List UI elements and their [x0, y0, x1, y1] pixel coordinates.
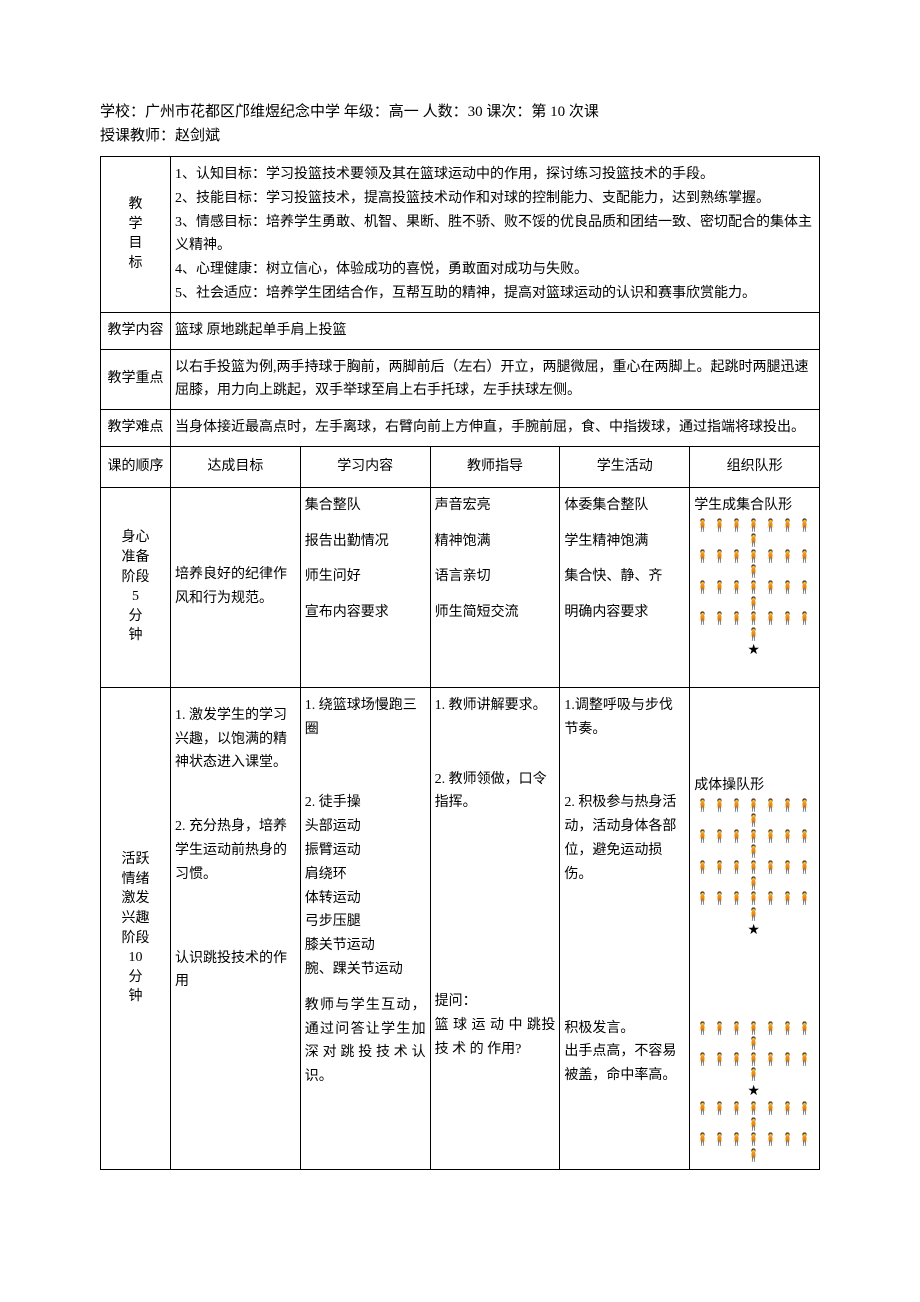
goals-row: 教学目标 1、认知目标：学习投篮技术要领及其在篮球运动中的作用，探讨练习投篮技术… — [101, 157, 820, 313]
goals-label-cell: 教学目标 — [101, 157, 171, 313]
focus-value-cell: 以右手投篮为例,两手持球于胸前，两脚前后（左右）开立，两腿微屈，重心在两脚上。起… — [171, 349, 820, 410]
lesson-plan-table: 教学目标 1、认知目标：学习投篮技术要领及其在篮球运动中的作用，探讨练习投篮技术… — [100, 156, 820, 1170]
phase1-goal-cell: 培养良好的纪律作风和行为规范。 — [171, 487, 301, 687]
teacher-name: 赵剑斌 — [175, 128, 220, 144]
study-content-header: 学习内容 — [300, 446, 430, 487]
goals-content-cell: 1、认知目标：学习投篮技术要领及其在篮球运动中的作用，探讨练习投篮技术的手段。 … — [171, 157, 820, 313]
grade-value: 高一 — [389, 104, 419, 120]
content-label-cell: 教学内容 — [101, 312, 171, 349]
phase2-formation-cell: 成体操队形 🧍🧍🧍🧍🧍🧍🧍🧍 🧍🧍🧍🧍🧍🧍🧍🧍 🧍🧍🧍🧍🧍🧍🧍🧍 🧍🧍🧍🧍🧍🧍🧍… — [690, 687, 820, 1170]
goal-3: 3、情感目标：培养学生勇敢、机智、果断、胜不骄、败不馁的优良品质和团结一致、密切… — [175, 211, 815, 259]
focus-row: 教学重点 以右手投篮为例,两手持球于胸前，两脚前后（左右）开立，两腿微屈，重心在… — [101, 349, 820, 410]
goal-4: 4、心理健康：树立信心，体验成功的喜悦，勇敢面对成功与失败。 — [175, 258, 815, 282]
phase1-teacher-cell: 声音宏亮 精神饱满 语言亲切 师生简短交流 — [430, 487, 560, 687]
header-line-2: 授课教师：赵剑斌 — [100, 124, 820, 148]
header-line-1: 学校：广州市花都区邝维煜纪念中学 年级：高一 人数：30 课次：第 10 次课 — [100, 100, 820, 124]
difficulty-value-cell: 当身体接近最高点时，左手离球，右臂向前上方伸直，手腕前屈，食、中指拨球，通过指端… — [171, 410, 820, 447]
column-header-row: 课的顺序 达成目标 学习内容 教师指导 学生活动 组织队形 — [101, 446, 820, 487]
difficulty-row: 教学难点 当身体接近最高点时，左手离球，右臂向前上方伸直，手腕前屈，食、中指拨球… — [101, 410, 820, 447]
phase2-goal-cell: 1. 激发学生的学习兴趣，以饱满的精神状态进入课堂。 2. 充分热身，培养学生运… — [171, 687, 301, 1170]
people-label: 人数： — [423, 104, 468, 120]
achieve-goal-header: 达成目标 — [171, 446, 301, 487]
school-name: 广州市花都区邝维煜纪念中学 — [145, 104, 340, 120]
school-label: 学校： — [100, 104, 145, 120]
phase1-content-cell: 集合整队 报告出勤情况 师生问好 宣布内容要求 — [300, 487, 430, 687]
focus-label-cell: 教学重点 — [101, 349, 171, 410]
session-value: 第 10 次课 — [531, 104, 599, 120]
people-value: 30 — [468, 104, 483, 120]
phase1-row: 身心 准备 阶段 5 分 钟 培养良好的纪律作风和行为规范。 集合整队 报告出勤… — [101, 487, 820, 687]
formation-diagram-1: 🧍🧍🧍🧍🧍🧍🧍🧍 🧍🧍🧍🧍🧍🧍🧍🧍 🧍🧍🧍🧍🧍🧍🧍🧍 🧍🧍🧍🧍🧍🧍🧍🧍 ★ — [694, 518, 815, 661]
grade-label: 年级： — [344, 104, 389, 120]
formation-diagram-2: 🧍🧍🧍🧍🧍🧍🧍🧍 🧍🧍🧍🧍🧍🧍🧍🧍 🧍🧍🧍🧍🧍🧍🧍🧍 🧍🧍🧍🧍🧍🧍🧍🧍 ★ — [694, 798, 815, 941]
phase2-label-cell: 活跃 情绪 激发 兴趣 阶段 10 分 钟 — [101, 687, 171, 1170]
phase2-teacher-cell: 1. 教师讲解要求。 2. 教师领做，口令指挥。 提问： 篮 球 运 动 中 跳… — [430, 687, 560, 1170]
phase1-formation-cell: 学生成集合队形 🧍🧍🧍🧍🧍🧍🧍🧍 🧍🧍🧍🧍🧍🧍🧍🧍 🧍🧍🧍🧍🧍🧍🧍🧍 🧍🧍🧍🧍🧍… — [690, 487, 820, 687]
formation-header: 组织队形 — [690, 446, 820, 487]
phase2-student-cell: 1.调整呼吸与步伐节奏。 2. 积极参与热身活动，活动身体各部位，避免运动损伤。… — [560, 687, 690, 1170]
sequence-header: 课的顺序 — [101, 446, 171, 487]
document-header: 学校：广州市花都区邝维煜纪念中学 年级：高一 人数：30 课次：第 10 次课 … — [100, 100, 820, 148]
goal-5: 5、社会适应：培养学生团结合作，互帮互助的精神，提高对篮球运动的认识和赛事欣赏能… — [175, 282, 815, 306]
difficulty-label-cell: 教学难点 — [101, 410, 171, 447]
content-value-cell: 篮球 原地跳起单手肩上投篮 — [171, 312, 820, 349]
phase2-content-cell: 1. 绕篮球场慢跑三圈 2. 徒手操 头部运动 振臂运动 肩绕环 体转运动 弓步… — [300, 687, 430, 1170]
content-row: 教学内容 篮球 原地跳起单手肩上投篮 — [101, 312, 820, 349]
phase2-row: 活跃 情绪 激发 兴趣 阶段 10 分 钟 1. 激发学生的学习兴趣，以饱满的精… — [101, 687, 820, 1170]
phase1-label-cell: 身心 准备 阶段 5 分 钟 — [101, 487, 171, 687]
phase1-student-cell: 体委集合整队 学生精神饱满 集合快、静、齐 明确内容要求 — [560, 487, 690, 687]
formation-diagram-3: 🧍🧍🧍🧍🧍🧍🧍🧍 🧍🧍🧍🧍🧍🧍🧍🧍 ★ 🧍🧍🧍🧍🧍🧍🧍🧍 🧍🧍🧍🧍🧍🧍🧍🧍 — [694, 1021, 815, 1164]
goal-2: 2、技能目标：学习投篮技术，提高投篮技术动作和对球的控制能力、支配能力，达到熟练… — [175, 187, 815, 211]
teacher-guide-header: 教师指导 — [430, 446, 560, 487]
student-activity-header: 学生活动 — [560, 446, 690, 487]
teacher-label: 授课教师： — [100, 128, 175, 144]
session-label: 课次： — [486, 104, 531, 120]
goal-1: 1、认知目标：学习投篮技术要领及其在篮球运动中的作用，探讨练习投篮技术的手段。 — [175, 163, 815, 187]
